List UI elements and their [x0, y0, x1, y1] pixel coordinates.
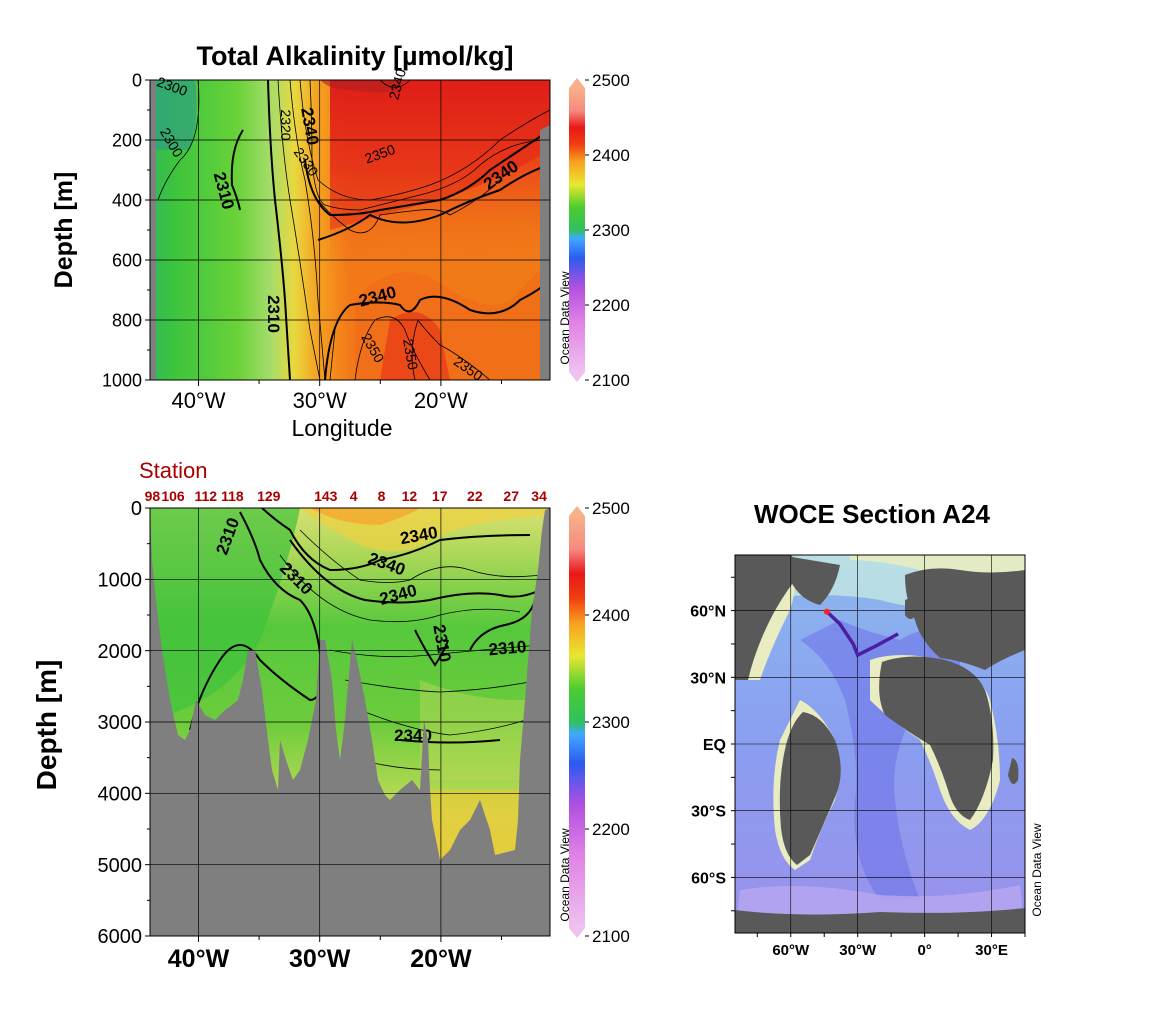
y-tick-label: 0	[132, 70, 142, 90]
bottom-y-axis: 0 1000 2000 3000 4000 5000 6000	[98, 498, 150, 948]
colorbar-tick-label: 2300	[592, 221, 630, 240]
map-lat-label: 30°S	[691, 804, 726, 821]
station-label: 17	[432, 488, 448, 504]
station-label: 118	[221, 488, 244, 504]
map-lat-label: 30°N	[690, 670, 726, 687]
map-lon-label: 0°	[917, 942, 931, 959]
station-label: 34	[531, 488, 547, 504]
top-y-axis-label: Depth [m]	[50, 172, 78, 289]
station-label: 129	[257, 488, 281, 504]
colorbar-tick-label: 2500	[592, 71, 630, 90]
station-label: 27	[503, 488, 519, 504]
x-tick-label: 30°W	[293, 388, 347, 413]
y-tick-label: 3000	[98, 712, 143, 734]
bottom-y-axis-label: Depth [m]	[31, 660, 62, 791]
y-tick-label: 800	[112, 310, 142, 330]
station-labels: 98 106 112 118 129 143 4 8 12 17 22 27 34	[145, 488, 547, 504]
map-title: WOCE Section A24	[754, 499, 991, 529]
station-label: 112	[194, 488, 217, 504]
map-lon-label: 30°E	[975, 942, 1008, 959]
y-tick-label: 2000	[98, 641, 143, 663]
contour-label: 2340	[394, 726, 432, 745]
top-colorbar-ticks: 2500 2400 2300 2200 2100	[585, 71, 630, 390]
station-label: 8	[378, 488, 386, 504]
top-x-axis-label: Longitude	[291, 415, 392, 441]
top-y-axis: 0 200 400 600 800 1000	[102, 70, 150, 390]
top-grid	[150, 80, 550, 380]
colorbar-tick-label: 2300	[592, 713, 630, 732]
section-track-start	[823, 608, 830, 615]
y-tick-label: 5000	[98, 855, 143, 877]
bottom-section-plot: Station 98 106 112 118 129 143 4 8 12 17 22 27 34 23…	[31, 458, 630, 973]
bottom-grid	[150, 508, 550, 936]
bottom-x-axis: 40°W 30°W 20°W	[168, 936, 503, 973]
map-lat-axis: 60°N 30°N EQ 30°S 60°S	[690, 576, 735, 912]
y-tick-label: 1000	[102, 370, 142, 390]
top-colorbar-credit: Ocean Data View	[558, 271, 572, 364]
bottom-colorbar-credit: Ocean Data View	[558, 828, 572, 921]
y-tick-label: 4000	[98, 784, 143, 806]
station-label: 12	[402, 488, 418, 504]
contour-label: 2350	[400, 338, 421, 372]
top-colorbar: 2500 2400 2300 2200 2100 Ocean Data View	[558, 71, 630, 390]
colorbar-tick-label: 2200	[592, 296, 630, 315]
station-axis-title: Station	[139, 458, 208, 483]
y-tick-label: 1000	[98, 570, 143, 592]
contour-label: 2310	[264, 295, 283, 333]
station-label: 22	[467, 488, 483, 504]
top-field	[150, 80, 550, 380]
contour-label: 2320	[278, 109, 294, 140]
y-tick-label: 600	[112, 250, 142, 270]
x-tick-label: 40°W	[168, 945, 230, 973]
y-tick-label: 200	[112, 130, 142, 150]
y-tick-label: 6000	[98, 926, 143, 948]
map-credit: Ocean Data View	[1030, 823, 1044, 916]
map-lon-axis: 60°W 30°W 0° 30°E	[756, 933, 1026, 959]
station-label: 98	[145, 488, 161, 504]
top-x-axis: 40°W 30°W 20°W	[171, 380, 503, 413]
map-lon-label: 30°W	[839, 942, 877, 959]
map-lon-label: 60°W	[772, 942, 810, 959]
map-lat-label: 60°N	[690, 604, 726, 621]
bottom-colorbar-ticks: 2500 2400 2300 2200 2100	[585, 499, 630, 946]
contour-label: 2310	[488, 637, 527, 659]
colorbar-tick-label: 2400	[592, 146, 630, 165]
y-tick-label: 400	[112, 190, 142, 210]
x-tick-label: 20°W	[410, 945, 472, 973]
section-track	[825, 610, 899, 658]
top-section-plot: Total Alkalinity [µmol/kg]	[50, 41, 630, 441]
map-lat-label: EQ	[703, 737, 726, 754]
x-tick-label: 40°W	[171, 388, 225, 413]
map-lat-label: 60°S	[691, 870, 726, 887]
top-seafloor-right	[540, 125, 550, 380]
map-grid	[735, 555, 1025, 933]
colorbar-tick-label: 2400	[592, 606, 630, 625]
section-map: WOCE Section A24 60°N 30°N EQ 30°S 60°S 60°W…	[690, 499, 1044, 959]
colorbar-tick-label: 2100	[592, 927, 630, 946]
station-label: 143	[314, 488, 338, 504]
contour-label: 2340	[385, 67, 409, 101]
y-tick-label: 0	[131, 498, 142, 520]
bottom-colorbar: 2500 2400 2300 2200 2100 Ocean Data View	[558, 499, 630, 946]
x-tick-label: 30°W	[289, 945, 351, 973]
colorbar-tick-label: 2100	[592, 371, 630, 390]
top-chart-title: Total Alkalinity [µmol/kg]	[196, 41, 513, 71]
station-label: 4	[350, 488, 358, 504]
colorbar-tick-label: 2200	[592, 820, 630, 839]
top-seafloor-left	[150, 80, 156, 380]
colorbar-tick-label: 2500	[592, 499, 630, 518]
x-tick-label: 20°W	[414, 388, 468, 413]
station-label: 106	[161, 488, 185, 504]
